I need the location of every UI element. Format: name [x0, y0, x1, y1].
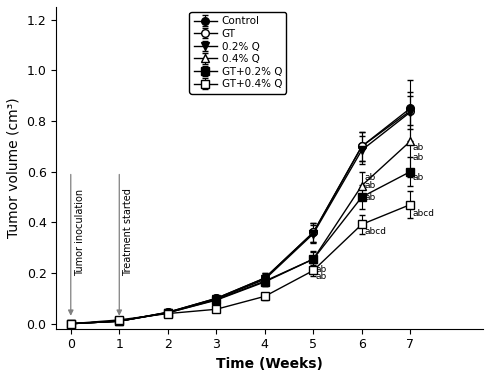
Text: abcd: abcd — [413, 209, 435, 218]
Text: ab: ab — [413, 143, 424, 152]
Text: ab: ab — [316, 265, 327, 274]
Text: ab: ab — [413, 174, 424, 183]
Text: ab: ab — [413, 153, 424, 162]
Y-axis label: Tumor volume (cm³): Tumor volume (cm³) — [7, 98, 21, 238]
Text: ab: ab — [364, 174, 375, 183]
Text: ab: ab — [364, 181, 375, 190]
Legend: Control, GT, 0.2% Q, 0.4% Q, GT+0.2% Q, GT+0.4% Q: Control, GT, 0.2% Q, 0.4% Q, GT+0.2% Q, … — [190, 12, 287, 93]
X-axis label: Time (Weeks): Time (Weeks) — [216, 357, 323, 371]
Text: ab: ab — [364, 192, 375, 201]
Text: Treatment started: Treatment started — [123, 189, 133, 276]
Text: ab: ab — [316, 271, 327, 280]
Text: abcd: abcd — [364, 227, 386, 236]
Text: Tumor inoculation: Tumor inoculation — [74, 189, 85, 276]
